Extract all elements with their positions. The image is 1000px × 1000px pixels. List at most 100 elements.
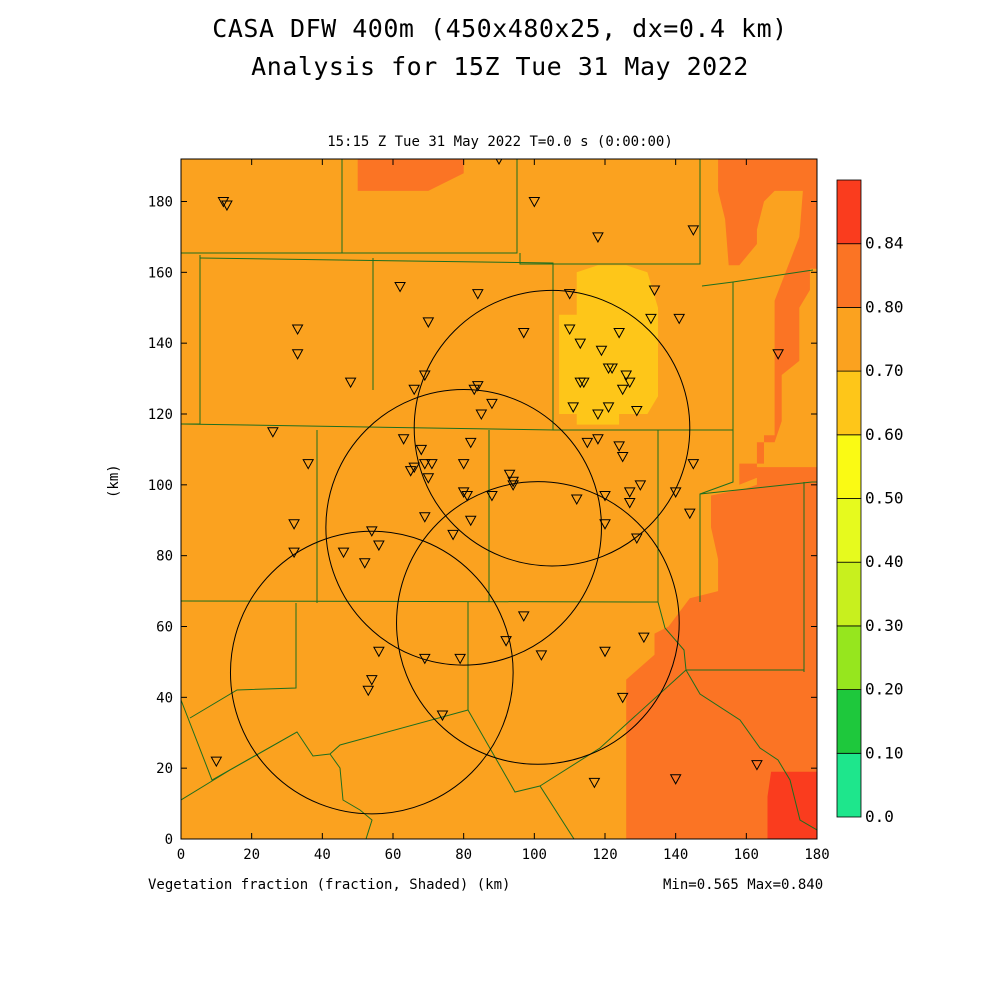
station-marker [517,328,530,339]
station-marker [507,480,519,491]
county-boundary [699,282,734,602]
colorbar-label: 0.0 [865,807,894,826]
station-marker [623,487,636,498]
station-marker [574,338,587,350]
y-tick-label: 100 [148,478,173,494]
station-marker [288,547,300,559]
station-marker [687,459,700,470]
station-marker [500,636,512,647]
station-marker [616,384,629,396]
station-marker [475,409,488,421]
radar-range-ring [413,289,691,567]
station-marker [616,452,629,463]
y-tick-label: 20 [156,761,173,777]
station-marker [426,459,438,470]
station-marker [595,345,608,357]
station-marker [422,317,435,328]
station-marker [669,487,682,498]
colorbar-swatch [836,243,862,308]
station-marker [602,402,615,413]
colorbar-label: 0.60 [865,425,904,444]
station-marker [418,459,431,470]
county-boundary [329,753,373,839]
station-marker [394,282,406,293]
station-marker [581,437,594,449]
station-marker [461,490,474,502]
station-marker [567,402,580,413]
station-marker [630,533,643,544]
x-tick-label: 0 [177,847,185,863]
station-marker [606,363,618,374]
station-marker [645,313,657,325]
station-marker [592,434,604,445]
station-marker [291,349,304,360]
y-tick-label: 40 [156,690,173,706]
county-boundary [519,159,701,265]
county-boundary [181,600,804,671]
colorbar-swatch [836,434,862,499]
colorbar-swatch [836,179,862,245]
colorbar-label: 0.20 [865,680,904,699]
station-marker [486,490,498,502]
y-tick-label: 0 [165,832,173,848]
station-marker [528,197,541,208]
valid-time-label: 15:15 Z Tue 31 May 2022 T=0.0 s (0:00:00… [327,134,673,150]
station-marker [517,611,530,622]
station-marker [570,494,583,506]
station-marker [613,328,625,339]
radar-range-ring [229,530,514,815]
county-boundary [181,159,518,254]
colorbar-swatch [836,498,862,563]
station-marker [772,349,784,360]
colorbar-label: 0.30 [865,616,904,635]
colorbar-label: 0.70 [865,361,904,380]
x-tick-label: 180 [804,847,829,863]
station-marker [673,313,686,325]
station-marker [415,444,428,456]
colorbar-label: 0.50 [865,489,904,508]
station-marker [669,774,682,785]
station-marker [373,646,385,658]
y-tick-label: 180 [148,195,173,211]
station-marker [418,512,431,523]
chart-title-line2: Analysis for 15Z Tue 31 May 2022 [251,52,749,81]
station-marker [408,462,421,474]
station-marker [486,398,498,410]
y-tick-label: 80 [156,549,173,565]
station-marker [457,459,470,470]
station-marker [397,434,410,445]
x-tick-label: 80 [455,847,472,863]
x-tick-label: 60 [385,847,402,863]
station-marker [623,377,636,389]
station-marker [471,381,484,392]
station-marker [592,232,604,243]
station-marker [623,498,636,509]
x-axis-label: Vegetation fraction (fraction, Shaded) (… [148,877,511,893]
station-marker [217,197,230,208]
station-marker [418,370,431,382]
station-marker [648,285,661,297]
vegetation-contour-region [767,771,817,839]
county-boundary [181,423,556,431]
station-marker [373,540,385,552]
station-marker [683,508,696,520]
colorbar-swatch [836,625,862,691]
station-marker [638,632,650,644]
station-marker [630,405,643,417]
station-marker [291,324,304,336]
county-boundary [199,257,733,431]
station-marker [210,756,223,768]
station-marker [535,650,548,661]
station-marker [422,473,435,484]
colorbar-swatch [836,689,862,754]
station-marker [362,685,375,697]
vegetation-contour-region [559,265,658,425]
radar-range-ring [325,389,602,666]
station-marker [358,558,371,569]
chart-title: CASA DFW 400m (450x480x25, dx=0.4 km) [212,14,788,43]
station-marker [563,289,576,300]
station-marker [464,437,477,449]
station-marker [563,324,576,336]
station-marker [454,653,466,665]
